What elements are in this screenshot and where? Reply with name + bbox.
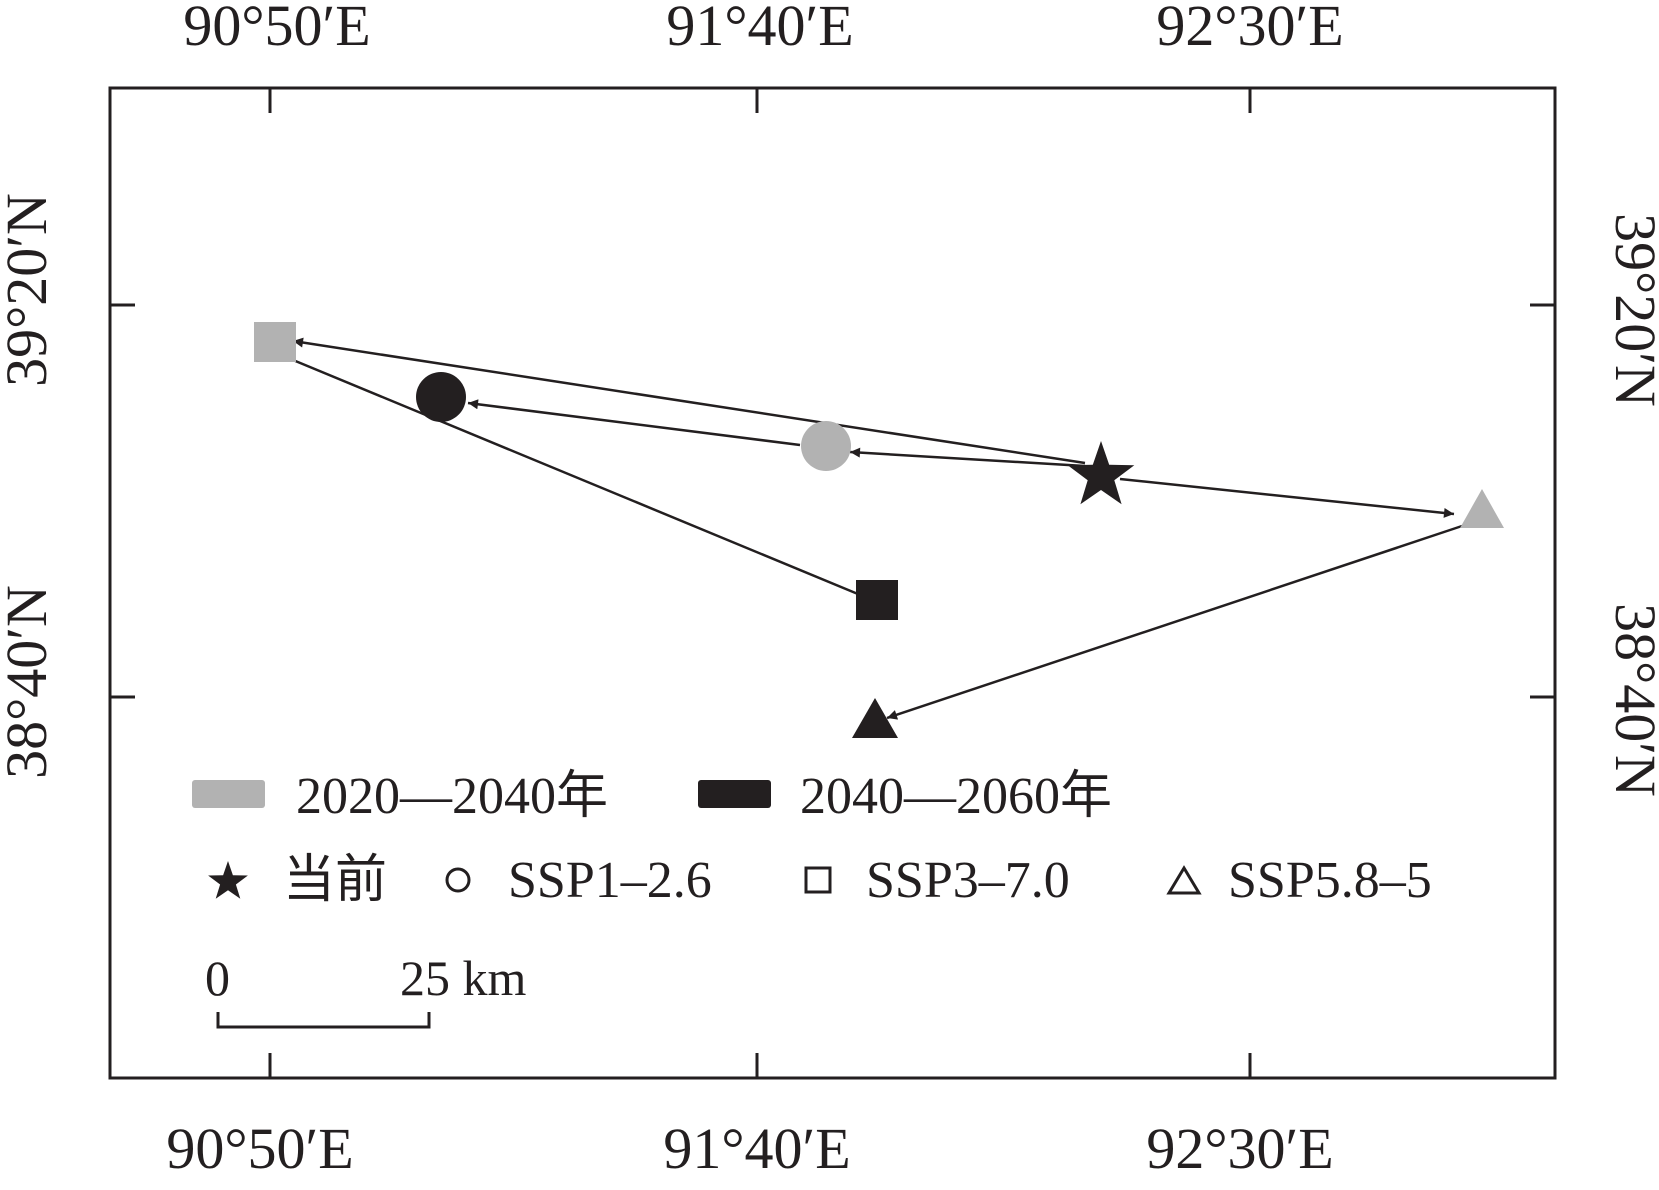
lat-label-right-1: 39°20′N xyxy=(1603,213,1659,407)
legend-period-2040-2060-swatch xyxy=(698,780,771,808)
scale-bar-start-label: 0 xyxy=(205,950,230,1006)
path-current-to-ssp370-2020 xyxy=(292,337,1086,465)
legend-period-2020-2040-label: 2020—2040年 xyxy=(296,768,608,825)
legend-period-2020-2040-swatch xyxy=(192,780,265,808)
lat-label-right-2: 38°40′N xyxy=(1603,603,1659,797)
square-icon xyxy=(804,866,832,894)
ssp126-2040-2060-marker xyxy=(416,372,466,422)
path-ssp126-2020-to-ssp126-2040 xyxy=(467,399,801,447)
path-ssp370-2020-to-ssp370-2040 xyxy=(292,358,871,601)
lon-label-top-1: 90°50′E xyxy=(183,0,370,58)
scale-bar-line xyxy=(216,1012,431,1029)
triangle-icon xyxy=(1166,865,1202,895)
path-current-to-ssp126-2020 xyxy=(849,447,1086,468)
lon-label-bottom-2: 91°40′E xyxy=(663,1116,850,1181)
lon-label-bottom-1: 90°50′E xyxy=(166,1116,353,1181)
legend-scenarios: 当前 SSP1–2.6 SSP3–7.0 SSP5.8–5 xyxy=(208,852,1432,909)
legend-scenario-ssp126-label: SSP1–2.6 xyxy=(508,852,712,909)
lon-label-top-2: 91°40′E xyxy=(666,0,853,58)
legend-period-2040-2060-label: 2040—2060年 xyxy=(800,768,1112,825)
legend-scenario-ssp585-label: SSP5.8–5 xyxy=(1228,852,1432,909)
tick-marks xyxy=(110,88,1555,1078)
lon-label-bottom-3: 92°30′E xyxy=(1146,1116,1333,1181)
legend-scenario-ssp370-label: SSP3–7.0 xyxy=(866,852,1070,909)
path-ssp585-2020-to-ssp585-2040 xyxy=(886,524,1463,720)
star-icon xyxy=(208,861,248,899)
ssp370-2040-2060-marker xyxy=(856,580,898,620)
centroid-markers xyxy=(254,322,1504,738)
current-marker xyxy=(1067,441,1135,505)
legend-scenario-current-label: 当前 xyxy=(283,852,387,909)
lon-label-top-3: 92°30′E xyxy=(1156,0,1343,58)
scale-bar-end-label: 25 km xyxy=(400,950,527,1006)
path-current-to-ssp585-2020 xyxy=(1119,477,1455,518)
ssp585-2020-2040-marker xyxy=(1460,489,1504,528)
circle-icon xyxy=(445,867,471,893)
legend-periods: 2020—2040年 2040—2060年 xyxy=(192,768,1112,825)
centroid-shift-paths xyxy=(292,337,1463,720)
ssp585-2040-2060-marker xyxy=(852,698,898,738)
lat-label-left-2: 38°40′N xyxy=(0,585,59,779)
ssp126-2020-2040-marker xyxy=(801,421,851,471)
ssp370-2020-2040-marker xyxy=(254,322,296,362)
lat-label-left-1: 39°20′N xyxy=(0,193,59,387)
scale-bar: 0 25 km xyxy=(205,950,527,1029)
